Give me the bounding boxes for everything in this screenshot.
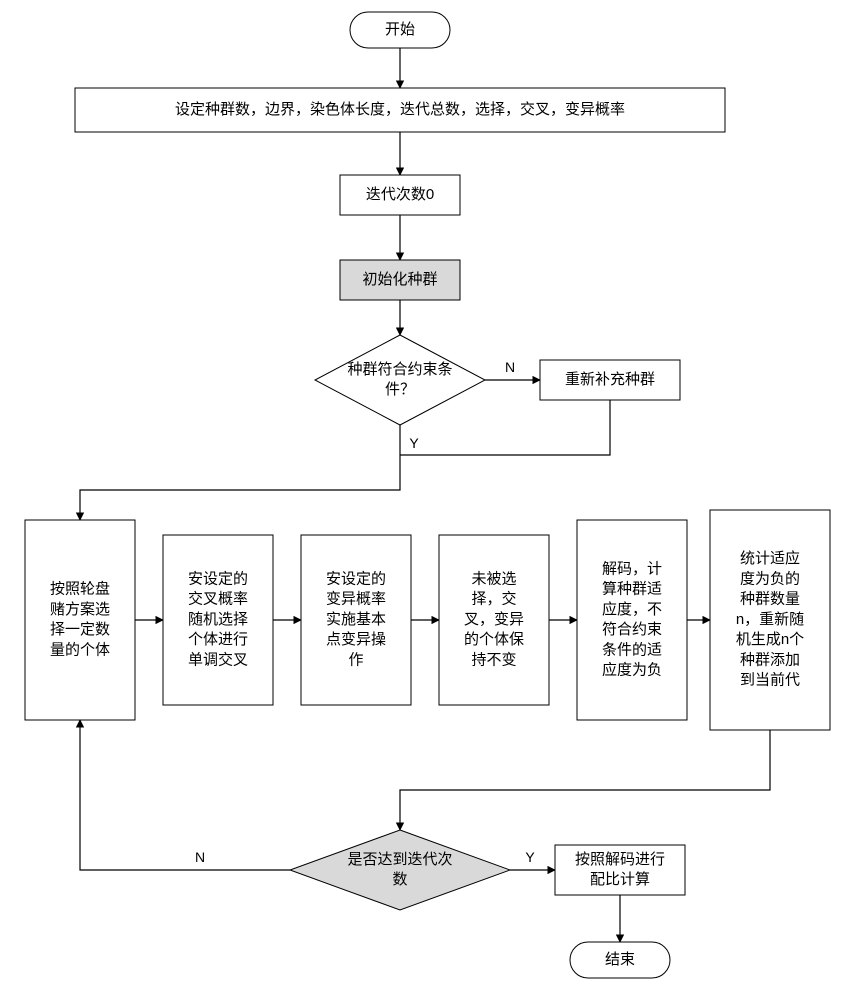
svg-text:点变异操: 点变异操 [326, 631, 386, 648]
svg-text:种群符合约束条: 种群符合约束条 [347, 361, 452, 378]
edge-label-13: N [195, 849, 205, 865]
node-end: 结束 [570, 942, 670, 978]
svg-text:量的个体: 量的个体 [50, 641, 110, 658]
svg-text:应度，不: 应度，不 [602, 600, 662, 618]
svg-text:算种群适: 算种群适 [602, 580, 662, 598]
svg-text:择一定数: 择一定数 [50, 621, 110, 638]
svg-text:实施基本: 实施基本 [326, 611, 386, 628]
node-check: 种群符合约束条件？ [315, 335, 485, 425]
edge-label-6: Y [409, 435, 419, 451]
node-repop: 重新补充种群 [540, 360, 680, 400]
svg-text:种群数量: 种群数量 [740, 591, 800, 608]
svg-text:择，交: 择，交 [471, 590, 516, 608]
edge-6 [80, 425, 400, 520]
svg-text:统计适应: 统计适应 [740, 549, 800, 567]
svg-text:符合约束: 符合约束 [602, 621, 662, 638]
node-iterq: 是否达到迭代次数 [290, 830, 510, 910]
node-decode: 按照解码进行配比计算 [555, 845, 685, 895]
svg-text:配比计算: 配比计算 [590, 870, 650, 888]
svg-text:结束: 结束 [605, 951, 635, 968]
svg-text:条件的适: 条件的适 [602, 641, 662, 658]
node-start: 开始 [350, 12, 450, 48]
svg-text:赌方案选: 赌方案选 [50, 600, 110, 618]
edge-label-14: Y [525, 849, 535, 865]
svg-text:按照轮盘: 按照轮盘 [50, 580, 110, 598]
svg-text:度为负的: 度为负的 [740, 570, 800, 587]
svg-text:重新补充种群: 重新补充种群 [565, 371, 655, 388]
edge-12 [400, 730, 770, 830]
svg-text:随机选择: 随机选择 [188, 611, 248, 628]
svg-text:未被选: 未被选 [471, 570, 516, 587]
svg-text:n，重新随: n，重新随 [736, 611, 804, 628]
node-row3: 安设定的变异概率实施基本点变异操作 [301, 535, 411, 705]
node-row4: 未被选择，交叉，变异的个体保持不变 [439, 535, 549, 705]
svg-text:安设定的: 安设定的 [188, 570, 248, 587]
svg-text:应度为负: 应度为负 [602, 661, 662, 679]
svg-text:个体进行: 个体进行 [188, 631, 248, 648]
svg-text:解码，计: 解码，计 [602, 560, 662, 577]
node-row5: 解码，计算种群适应度，不符合约束条件的适应度为负 [577, 520, 687, 720]
svg-text:安设定的: 安设定的 [326, 570, 386, 587]
svg-text:作: 作 [348, 651, 363, 668]
svg-text:件？: 件？ [385, 381, 415, 398]
svg-text:到当前代: 到当前代 [740, 672, 800, 689]
svg-text:机生成n个: 机生成n个 [736, 631, 804, 648]
svg-text:变异概率: 变异概率 [326, 591, 386, 608]
svg-text:设定种群数，边界，染色体长度，迭代总数，选择，交叉，变异概率: 设定种群数，边界，染色体长度，迭代总数，选择，交叉，变异概率 [175, 100, 625, 118]
node-params: 设定种群数，边界，染色体长度，迭代总数，选择，交叉，变异概率 [75, 88, 725, 132]
svg-text:的个体保: 的个体保 [464, 631, 524, 648]
svg-text:初始化种群: 初始化种群 [362, 271, 437, 288]
node-iter0: 迭代次数0 [340, 175, 460, 215]
edge-label-4: N [505, 359, 515, 375]
svg-text:数: 数 [392, 871, 407, 888]
svg-text:是否达到迭代次: 是否达到迭代次 [347, 851, 452, 868]
svg-text:持不变: 持不变 [471, 651, 516, 668]
svg-text:叉，变异: 叉，变异 [464, 611, 524, 628]
svg-text:交叉概率: 交叉概率 [188, 590, 248, 608]
node-row6: 统计适应度为负的种群数量 n，重新随机生成n个种群添加到当前代 [710, 510, 830, 730]
svg-text:按照解码进行: 按照解码进行 [575, 851, 665, 868]
node-row1: 按照轮盘赌方案选择一定数量的个体 [25, 520, 135, 720]
svg-text:种群添加: 种群添加 [740, 651, 800, 668]
node-init: 初始化种群 [340, 260, 460, 300]
svg-text:单调交叉: 单调交叉 [188, 650, 248, 668]
node-row2: 安设定的交叉概率随机选择个体进行单调交叉 [163, 535, 273, 705]
svg-text:开始: 开始 [385, 21, 415, 38]
edge-13 [80, 720, 290, 870]
svg-text:迭代次数0: 迭代次数0 [366, 186, 434, 203]
